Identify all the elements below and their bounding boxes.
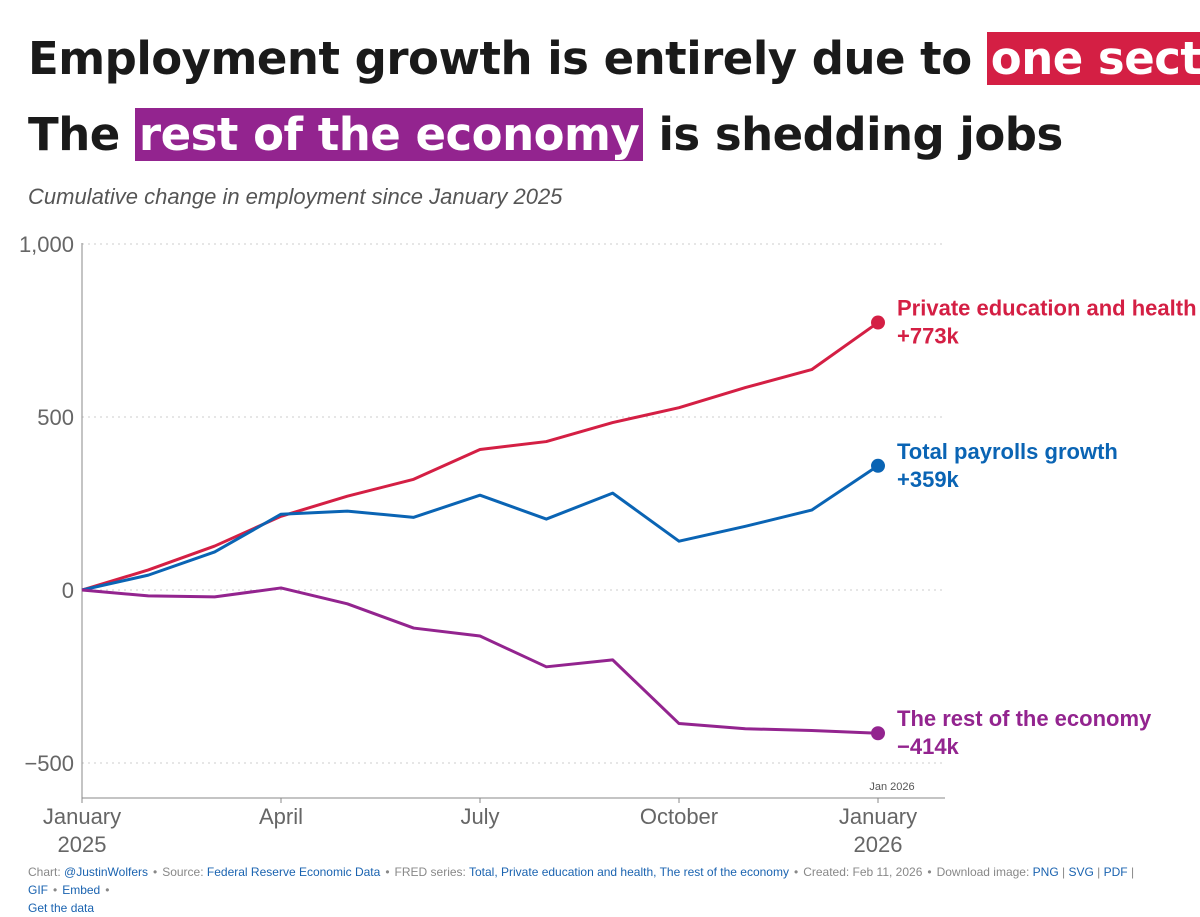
created-date: Created: Feb 11, 2026 [803, 865, 923, 879]
x-tick-label: January [43, 804, 121, 829]
series-line-0 [81, 321, 879, 592]
title-highlight-one-sector: one sector [986, 32, 1200, 85]
download-svg-link[interactable]: SVG [1068, 865, 1094, 879]
source-link[interactable]: Federal Reserve Economic Data [206, 865, 381, 879]
series-end-point-2 [871, 726, 885, 741]
subtitle: Cumulative change in employment since Ja… [28, 184, 563, 209]
y-tick-label: 1,000 [19, 232, 74, 257]
embed-link[interactable]: Embed [62, 883, 101, 897]
y-tick-label: 0 [62, 578, 74, 603]
author-link[interactable]: @JustinWolfers [64, 865, 148, 879]
last-date-label: Jan 2026 [869, 781, 914, 793]
get-data-link[interactable]: Get the data [28, 901, 95, 915]
series-value-label: +359k [897, 467, 960, 492]
series-end-point-0 [871, 315, 885, 330]
y-tick-label: −500 [24, 751, 74, 776]
series-end-point-1 [871, 458, 885, 473]
series-link[interactable]: Total, Private education and health, The… [469, 865, 789, 879]
series-value-label: −414k [897, 734, 960, 759]
title-line-2: The rest of the economy is shedding jobs [28, 108, 1063, 161]
x-tick-label: 2026 [854, 832, 903, 857]
line-chart: 1,000 500 0 −500 January 2025 April July October… [19, 232, 1197, 857]
footer-source-label: Source: [162, 865, 207, 879]
series-value-label: +773k [897, 324, 960, 349]
x-tick-label: October [640, 804, 718, 829]
x-tick-label: July [460, 804, 499, 829]
series-name-label: Private education and health [897, 296, 1197, 321]
download-label: Download image: [936, 865, 1033, 879]
y-tick-label: 500 [37, 405, 74, 430]
series-name-label: Total payrolls growth [897, 439, 1118, 464]
series-line-2 [81, 586, 879, 735]
title-highlight-rest: rest of the economy [134, 108, 644, 161]
download-gif-link[interactable]: GIF [28, 883, 48, 897]
title-text: The [28, 108, 135, 161]
series-name-label: The rest of the economy [897, 706, 1152, 731]
footer-chart-label: Chart: [28, 865, 65, 879]
x-tick-label: April [259, 804, 303, 829]
x-tick-label: January [839, 804, 917, 829]
title-text: is shedding jobs [643, 108, 1063, 161]
footer: Chart: @JustinWolfers • Source: Federal Re… [28, 865, 1135, 915]
footer-series-label: FRED series: [394, 865, 469, 879]
title-line-1: Employment growth is entirely due to one… [28, 32, 1200, 85]
x-tick-label: 2025 [58, 832, 107, 857]
series-line-1 [81, 464, 879, 592]
download-png-link[interactable]: PNG [1032, 865, 1059, 879]
download-pdf-link[interactable]: PDF [1103, 865, 1128, 879]
title-text: Employment growth is entirely due to [28, 32, 987, 85]
